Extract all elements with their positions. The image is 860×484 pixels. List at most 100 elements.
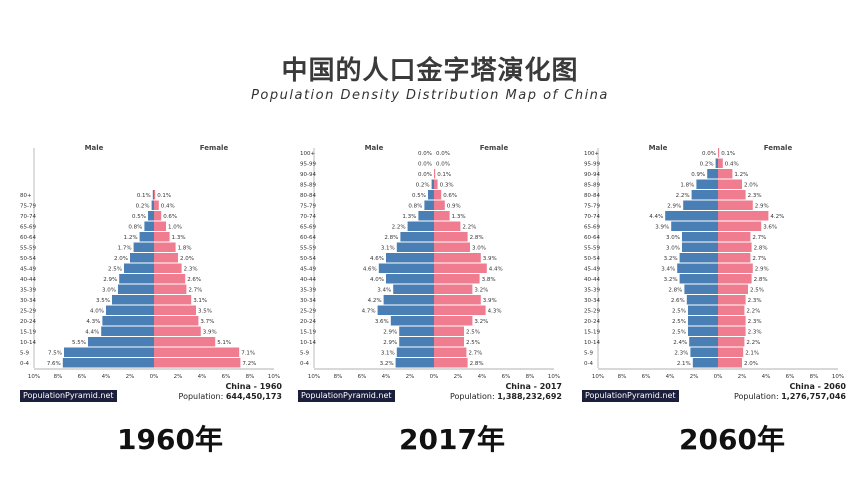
x-tick-label: 6% xyxy=(78,374,87,380)
data-label-male: 3.1% xyxy=(381,246,395,252)
x-tick-label: 10% xyxy=(308,374,320,380)
bar-male xyxy=(707,169,718,179)
bar-female xyxy=(718,337,745,347)
data-label-male: 3.0% xyxy=(666,235,680,241)
population-value: 1,388,232,692 xyxy=(497,392,562,401)
bar-female xyxy=(434,242,470,252)
data-label-male: 0.9% xyxy=(691,172,705,178)
age-group-label: 10-14 xyxy=(584,340,600,346)
age-group-label: 0-4 xyxy=(20,361,29,367)
brand-badge[interactable]: PopulationPyramid.net xyxy=(298,390,395,402)
age-group-label: 35-39 xyxy=(584,288,600,294)
bar-female xyxy=(154,305,196,315)
age-group-label: 80+ xyxy=(20,193,32,199)
data-label-male: 0.0% xyxy=(702,151,716,157)
bar-female xyxy=(154,242,176,252)
bar-female xyxy=(154,358,241,368)
bar-male xyxy=(124,263,154,273)
age-group-label: 65-69 xyxy=(20,225,36,231)
data-label-female: 3.6% xyxy=(763,225,777,231)
data-label-female: 0.0% xyxy=(436,151,450,157)
bar-male xyxy=(407,221,434,231)
data-label-female: 2.6% xyxy=(187,277,201,283)
data-label-male: 2.5% xyxy=(108,267,122,273)
bar-female xyxy=(434,200,445,210)
country-year-label: China - 2017 xyxy=(505,382,562,391)
data-label-male: 2.9% xyxy=(383,330,397,336)
data-label-male: 3.2% xyxy=(380,361,394,367)
data-label-male: 5.5% xyxy=(72,340,86,346)
data-label-female: 1.3% xyxy=(172,235,186,241)
bar-female xyxy=(718,263,753,273)
bar-female xyxy=(718,221,762,231)
bar-male xyxy=(688,316,718,326)
bar-male xyxy=(101,326,154,336)
data-label-female: 3.1% xyxy=(193,298,207,304)
bar-male xyxy=(682,242,718,252)
bar-male xyxy=(377,305,434,315)
data-label-male: 2.4% xyxy=(673,340,687,346)
bar-male xyxy=(692,358,718,368)
year-label-1960: 1960年 xyxy=(117,423,223,456)
bar-female xyxy=(434,337,464,347)
data-label-male: 3.0% xyxy=(102,288,116,294)
data-label-female: 2.7% xyxy=(188,288,202,294)
data-label-male: 0.2% xyxy=(416,183,430,189)
data-label-male: 0.1% xyxy=(137,193,151,199)
bar-male xyxy=(677,263,718,273)
x-tick-label: 4% xyxy=(382,374,391,380)
bar-male xyxy=(152,190,154,200)
data-label-female: 2.3% xyxy=(748,330,762,336)
data-label-male: 2.9% xyxy=(383,340,397,346)
bar-female xyxy=(718,347,744,357)
brand-badge[interactable]: PopulationPyramid.net xyxy=(582,390,679,402)
bar-female xyxy=(154,263,182,273)
bar-male xyxy=(386,274,434,284)
data-label-male: 2.9% xyxy=(667,204,681,210)
age-group-label: 65-69 xyxy=(584,225,600,231)
legend-male: Male xyxy=(85,144,104,152)
x-tick-label: 6% xyxy=(358,374,367,380)
bar-male xyxy=(399,326,434,336)
bar-female xyxy=(154,326,201,336)
bar-male xyxy=(62,358,154,368)
bar-female xyxy=(718,305,745,315)
age-group-label: 40-44 xyxy=(20,277,36,283)
x-tick-label: 2% xyxy=(126,374,135,380)
age-group-label: 80-84 xyxy=(584,193,600,199)
pyramid-panel-1960: Male Female 0.1% 0.1% 80+ 0.2% 0.4% 75-79 0.5% 0.… xyxy=(20,140,282,408)
data-label-male: 0.2% xyxy=(700,162,714,168)
x-tick-label: 2% xyxy=(454,374,463,380)
bar-male xyxy=(400,232,434,242)
x-tick-label: 4% xyxy=(478,374,487,380)
age-group-label: 65-69 xyxy=(300,225,316,231)
bar-female xyxy=(434,169,436,179)
x-tick-label: 10% xyxy=(592,374,604,380)
bar-male xyxy=(393,284,434,294)
bar-female xyxy=(434,190,442,200)
bar-male xyxy=(665,211,718,221)
bar-female xyxy=(154,284,187,294)
data-label-female: 2.7% xyxy=(752,256,766,262)
data-label-female: 2.3% xyxy=(748,319,762,325)
data-label-female: 1.8% xyxy=(178,246,192,252)
data-label-male: 7.6% xyxy=(47,361,61,367)
data-label-male: 2.3% xyxy=(674,351,688,357)
age-group-label: 0-4 xyxy=(584,361,593,367)
brand-badge[interactable]: PopulationPyramid.net xyxy=(20,390,117,402)
bar-male xyxy=(395,358,434,368)
bar-male xyxy=(399,337,434,347)
bar-male xyxy=(683,200,718,210)
data-label-male: 2.2% xyxy=(676,193,690,199)
bar-female xyxy=(434,316,473,326)
data-label-female: 2.5% xyxy=(466,330,480,336)
bar-male xyxy=(696,179,718,189)
data-label-male: 2.0% xyxy=(114,256,128,262)
age-group-label: 60-64 xyxy=(584,235,600,241)
bar-female xyxy=(718,148,720,158)
bar-male xyxy=(396,242,434,252)
data-label-male: 0.0% xyxy=(418,151,432,157)
age-group-label: 15-19 xyxy=(584,330,600,336)
age-group-label: 30-34 xyxy=(20,298,36,304)
data-label-female: 2.9% xyxy=(755,204,769,210)
